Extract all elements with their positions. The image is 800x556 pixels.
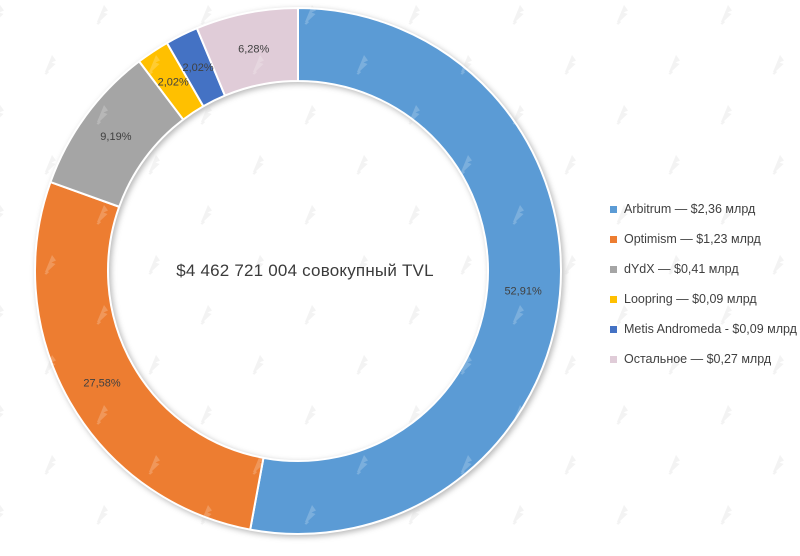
legend-marker-metis-andromeda	[610, 325, 617, 333]
legend-item-ostalnoe: Остальное — $0,27 млрд	[610, 348, 797, 370]
legend-item-dydx: dYdX — $0,41 млрд	[610, 258, 797, 280]
legend-marker-ostalnoe	[610, 355, 617, 363]
slice-percent-labels: 52,91% 27,58% 9,19% 2,02% 2,02% 6,28%	[83, 43, 542, 389]
pie-slice-arbitrum	[249, 7, 562, 535]
legend-marker-loopring	[610, 295, 617, 303]
legend-label-ostalnoe: Остальное — $0,27 млрд	[624, 352, 772, 366]
legend-item-optimism: Optimism — $1,23 млрд	[610, 228, 797, 250]
legend-label-arbitrum: Arbitrum — $2,36 млрд	[624, 202, 756, 216]
legend-label-loopring: Loopring — $0,09 млрд	[624, 292, 757, 306]
legend-item-arbitrum: Arbitrum — $2,36 млрд	[610, 198, 797, 220]
legend: Arbitrum — $2,36 млрд Optimism — $1,23 м…	[610, 198, 797, 370]
legend-label-dydx: dYdX — $0,41 млрд	[624, 262, 739, 276]
pie-slice-остальное	[195, 7, 299, 97]
slice-percent-label: 6,28%	[238, 43, 269, 55]
slice-percent-label: 27,58%	[83, 378, 121, 390]
total-tvl-label: $4 462 721 004 совокупный TVL	[176, 261, 434, 280]
pie-slice-optimism	[34, 181, 265, 531]
slice-percent-label: 2,02%	[182, 62, 213, 74]
legend-marker-optimism	[610, 235, 617, 243]
legend-item-loopring: Loopring — $0,09 млрд	[610, 288, 797, 310]
legend-marker-arbitrum	[610, 205, 617, 213]
slice-percent-label: 9,19%	[100, 131, 131, 143]
slice-percent-label: 2,02%	[158, 77, 189, 89]
donut-slices	[34, 7, 562, 535]
slice-percent-label: 52,91%	[504, 286, 542, 298]
legend-item-metis-andromeda: Metis Andromeda - $0,09 млрд	[610, 318, 797, 340]
legend-label-optimism: Optimism — $1,23 млрд	[624, 232, 761, 246]
legend-marker-dydx	[610, 265, 617, 273]
legend-label-metis-andromeda: Metis Andromeda - $0,09 млрд	[624, 322, 797, 336]
